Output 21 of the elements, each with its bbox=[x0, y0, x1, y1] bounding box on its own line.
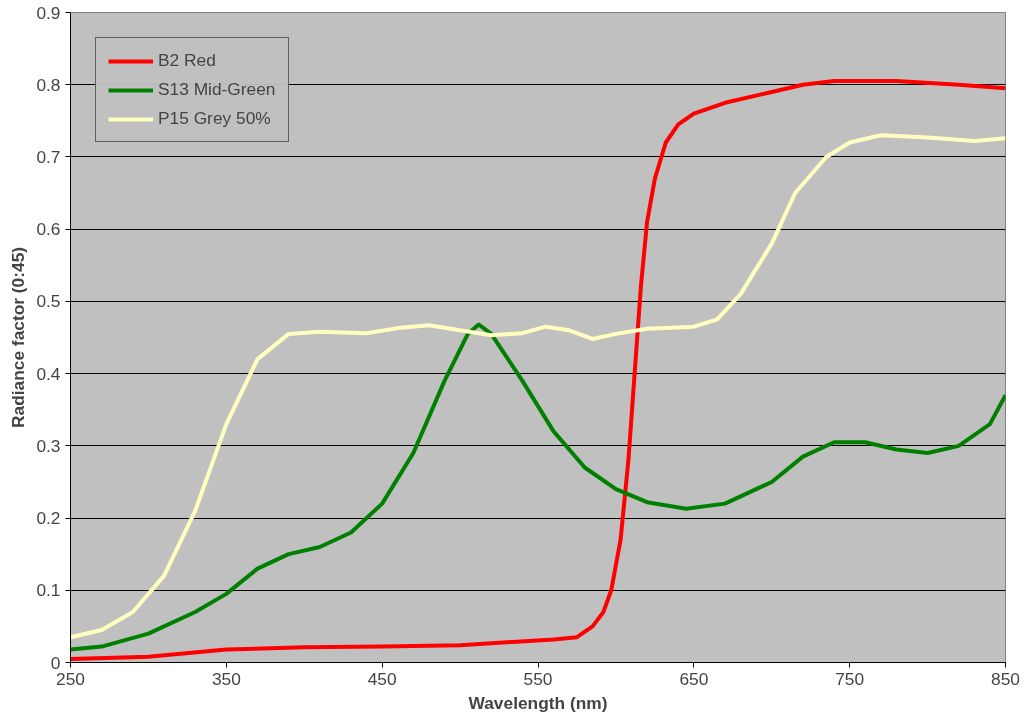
y-tick-label: 0.1 bbox=[36, 580, 61, 601]
x-tick-label: 550 bbox=[523, 668, 553, 689]
legend-label: P15 Grey 50% bbox=[158, 108, 271, 129]
y-tick-label: 0.8 bbox=[36, 74, 61, 95]
y-tick-label: 0.2 bbox=[36, 508, 61, 529]
y-tick-label: 0.3 bbox=[36, 435, 61, 456]
y-axis-title: Radiance factor (0:45) bbox=[8, 246, 29, 429]
legend-label: B2 Red bbox=[158, 50, 216, 71]
x-tick-label: 450 bbox=[367, 668, 397, 689]
y-tick-label: 0.7 bbox=[36, 146, 61, 167]
y-tick-label: 0.4 bbox=[36, 363, 61, 384]
x-tick-label: 650 bbox=[679, 668, 709, 689]
x-tick-label: 850 bbox=[991, 668, 1020, 689]
line-series bbox=[70, 322, 1006, 652]
legend-label: S13 Mid-Green bbox=[158, 79, 276, 100]
x-axis-title: Wavelength (nm) bbox=[468, 692, 608, 713]
x-tick-label: 750 bbox=[835, 668, 865, 689]
y-tick-label: 0.6 bbox=[36, 219, 61, 240]
y-tick-label: 0.9 bbox=[36, 2, 61, 23]
y-tick-label: 0.5 bbox=[36, 291, 61, 312]
x-tick-label: 350 bbox=[211, 668, 241, 689]
